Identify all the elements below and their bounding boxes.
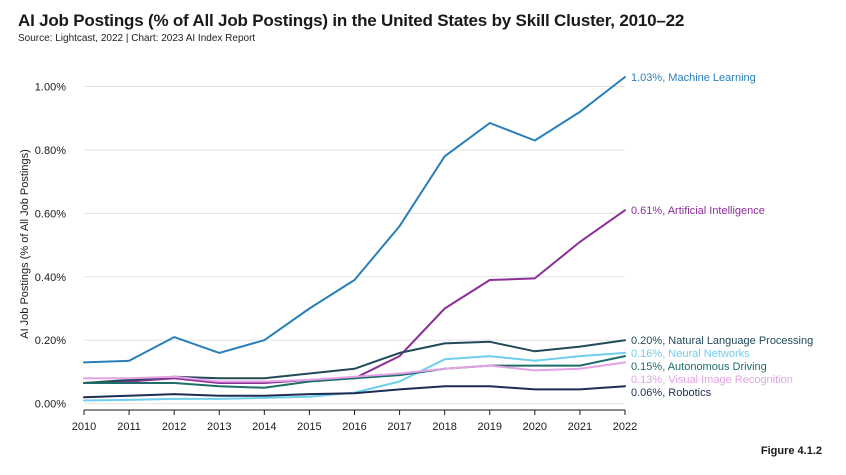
series-end-label: 0.16%, Neural Networks: [631, 348, 750, 360]
x-tick-label: 2017: [387, 421, 411, 433]
x-tick-label: 2019: [478, 421, 502, 433]
series-end-label: 0.06%, Robotics: [631, 387, 712, 399]
series-end-label: 0.61%, Artificial Intelligence: [631, 205, 765, 217]
figure-number: Figure 4.1.2: [760, 445, 822, 457]
x-tick-label: 2011: [117, 421, 141, 433]
series-end-label: 0.20%, Natural Language Processing: [631, 335, 813, 347]
x-tick-label: 2018: [432, 421, 456, 433]
series-end-label: 1.03%, Machine Learning: [631, 72, 756, 84]
x-tick-label: 2021: [568, 421, 592, 433]
x-tick-label: 2020: [523, 421, 547, 433]
series-line: [83, 385, 626, 399]
x-tick-label: 2013: [207, 421, 231, 433]
x-tick-label: 2014: [252, 421, 276, 433]
y-tick-label: 0.20%: [35, 335, 66, 347]
series-line: [83, 355, 626, 389]
x-tick-label: 2015: [297, 421, 321, 433]
series-line: [83, 76, 626, 364]
y-tick-label: 0.00%: [35, 399, 66, 411]
y-axis-label: AI Job Postings (% of All Job Postings): [19, 149, 31, 339]
series-end-label: 0.13%, Visual Image Recognition: [631, 374, 793, 386]
y-tick-label: 0.40%: [35, 272, 66, 284]
x-tick-label: 2022: [613, 421, 637, 433]
chart-source: Source: Lightcast, 2022 | Chart: 2023 AI…: [18, 33, 256, 44]
y-tick-label: 1.00%: [35, 82, 66, 94]
x-tick-label: 2016: [342, 421, 366, 433]
x-tick-label: 2012: [162, 421, 186, 433]
y-tick-label: 0.60%: [35, 208, 66, 220]
series-end-label: 0.15%, Autonomous Driving: [631, 361, 767, 373]
series-line: [83, 361, 626, 383]
x-tick-label: 2010: [72, 421, 96, 433]
chart-title: AI Job Postings (% of All Job Postings) …: [18, 11, 685, 30]
series-line: [83, 209, 626, 384]
y-tick-label: 0.80%: [35, 145, 66, 157]
